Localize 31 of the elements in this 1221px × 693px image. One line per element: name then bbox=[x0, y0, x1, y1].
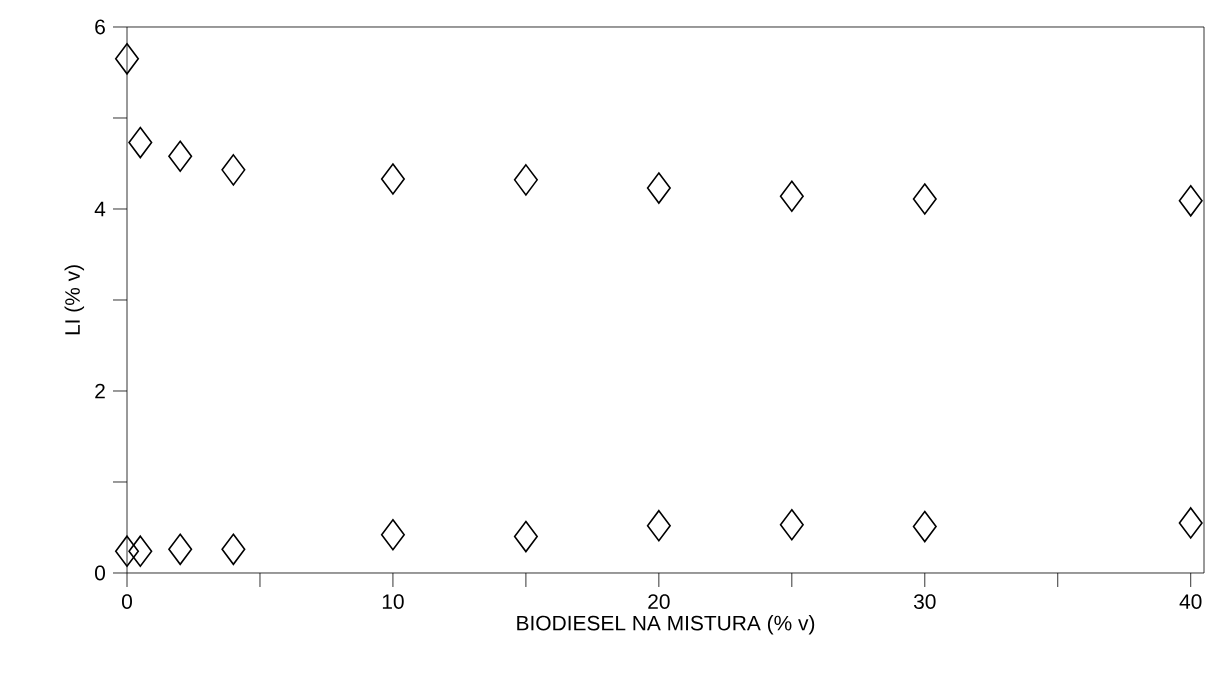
point bbox=[646, 172, 671, 204]
y-tick-label: 6 bbox=[95, 19, 105, 35]
point bbox=[912, 510, 937, 543]
x-tick-label: 20 bbox=[648, 594, 670, 609]
point bbox=[513, 520, 538, 553]
point bbox=[513, 164, 538, 196]
point bbox=[221, 533, 246, 566]
point bbox=[114, 43, 140, 75]
x-tick-label: 10 bbox=[382, 594, 404, 609]
y-tick-label: 4 bbox=[94, 201, 106, 217]
point bbox=[1178, 507, 1203, 539]
x-tick-label: 0 bbox=[122, 594, 132, 609]
point bbox=[168, 533, 193, 566]
point bbox=[221, 154, 246, 186]
point bbox=[646, 509, 671, 542]
x-tick-label: 30 bbox=[913, 594, 936, 609]
y-tick-label: 0 bbox=[95, 565, 106, 581]
point bbox=[114, 535, 140, 567]
point bbox=[380, 163, 405, 195]
x-tick-label: 40 bbox=[1179, 594, 1202, 609]
point bbox=[912, 183, 937, 215]
y-axis-title: LI (% v) bbox=[64, 265, 85, 335]
point bbox=[380, 518, 405, 551]
point bbox=[168, 140, 193, 173]
x-axis-title: BIODIESEL NA MISTURA (% v) bbox=[517, 615, 815, 635]
point bbox=[779, 180, 804, 213]
y-tick-label: 2 bbox=[95, 383, 105, 399]
point bbox=[128, 535, 153, 567]
point bbox=[779, 508, 804, 541]
point bbox=[1178, 185, 1203, 217]
point bbox=[128, 126, 153, 159]
